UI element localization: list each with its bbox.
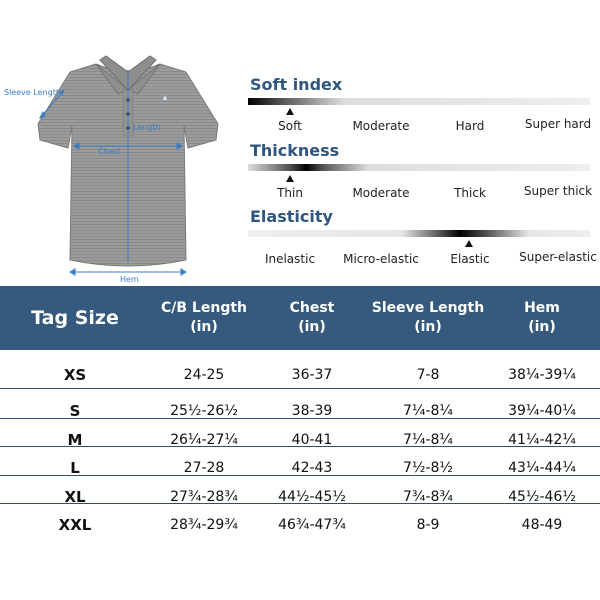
table-row: XL 27¾-28¾ 44½-45½ 7¾-8¾ 45½-46½ — [0, 482, 600, 512]
row-divider — [0, 418, 600, 419]
header-hem: Hem (in) — [490, 286, 594, 350]
row-divider — [0, 503, 600, 504]
elasticity-option-4: Super-elastic — [519, 250, 597, 264]
table-cell: 7¼-8¼ — [402, 403, 453, 419]
polo-shirt-icon — [37, 55, 219, 276]
elasticity-bar — [248, 230, 590, 237]
thickness-option-1: Thin — [277, 186, 303, 200]
table-cell: 39¼-40¼ — [508, 403, 576, 419]
table-row: M 26¼-27¼ 40-41 7¼-8¼ 41¼-42¼ — [0, 425, 600, 455]
table-cell: 45½-46½ — [508, 489, 576, 505]
header-chest: Chest (in) — [258, 286, 366, 350]
header-tag-size: Tag Size — [0, 286, 150, 350]
table-cell: 48-49 — [521, 517, 563, 533]
table-cell: 28¾-29¾ — [170, 517, 238, 533]
elasticity-option-1: Inelastic — [264, 252, 316, 266]
soft-option-1: Soft — [278, 119, 302, 133]
size-label: L — [70, 459, 80, 477]
size-label: XXL — [58, 516, 92, 534]
table-row: L 27-28 42-43 7½-8½ 43¼-44¼ — [0, 453, 600, 483]
table-cell: 7-8 — [416, 367, 440, 383]
header-hem-label: Hem — [524, 300, 560, 316]
size-label: M — [67, 431, 83, 449]
table-cell: 25½-26½ — [170, 403, 238, 419]
row-divider — [0, 388, 600, 389]
table-cell: 8-9 — [416, 517, 440, 533]
soft-index-marker — [286, 108, 294, 115]
chest-label: Chest — [98, 147, 121, 156]
table-body: XS 24-25 36-37 7-8 38¼-39¼ S 25½-26½ 38-39 7¼-8¼… — [0, 350, 600, 600]
hem-label: Hem — [120, 275, 139, 284]
thickness-title: Thickness — [250, 141, 340, 160]
table-cell: 26¼-27¼ — [170, 432, 238, 448]
size-label: S — [69, 402, 81, 420]
elasticity-title: Elasticity — [250, 207, 333, 226]
table-cell: 44½-45½ — [278, 489, 346, 505]
table-cell: 38-39 — [291, 403, 333, 419]
elasticity-option-2: Micro-elastic — [343, 252, 419, 266]
table-cell: 41¼-42¼ — [508, 432, 576, 448]
table-cell: 7¼-8¼ — [402, 432, 453, 448]
table-row: XXL 28¾-29¾ 46¾-47¾ 8-9 48-49 — [0, 510, 600, 540]
table-cell: 40-41 — [291, 432, 333, 448]
table-cell: 38¼-39¼ — [508, 367, 576, 383]
header-cb-length-unit: (in) — [190, 319, 218, 335]
elasticity-marker — [465, 240, 473, 247]
table-cell: 43¼-44¼ — [508, 460, 576, 476]
table-cell: 42-43 — [291, 460, 333, 476]
thickness-marker — [286, 175, 294, 182]
size-chart-table: Tag Size C/B Length (in) Chest (in) Slee… — [0, 286, 600, 600]
header-sleeve-length-label: Sleeve Length — [371, 300, 485, 316]
table-cell: 36-37 — [291, 367, 333, 383]
length-label: Length — [133, 123, 161, 132]
table-row: XS 24-25 36-37 7-8 38¼-39¼ — [0, 360, 600, 390]
size-label: XS — [63, 366, 87, 384]
table-row: S 25½-26½ 38-39 7¼-8¼ 39¼-40¼ — [0, 396, 600, 426]
header-sleeve-length: Sleeve Length (in) — [366, 286, 490, 350]
table-cell: 46¾-47¾ — [278, 517, 346, 533]
header-tag-size-label: Tag Size — [31, 306, 119, 329]
thickness-bar — [248, 164, 590, 171]
soft-option-4: Super hard — [524, 117, 592, 131]
elasticity-option-3: Elastic — [450, 252, 490, 266]
table-cell: 7¾-8¾ — [402, 489, 453, 505]
header-cb-length-label: C/B Length — [161, 300, 247, 316]
header-cb-length: C/B Length (in) — [150, 286, 258, 350]
row-divider — [0, 446, 600, 447]
sleeve-length-label: Sleeve Length — [4, 88, 61, 97]
size-label: XL — [64, 488, 86, 506]
soft-index-bar — [248, 98, 590, 105]
header-sleeve-length-unit: (in) — [414, 319, 442, 335]
soft-option-2: Moderate — [352, 119, 410, 133]
header-hem-unit: (in) — [528, 319, 556, 335]
table-cell: 27-28 — [183, 460, 225, 476]
thickness-option-2: Moderate — [352, 186, 410, 200]
header-chest-label: Chest — [289, 300, 335, 316]
table-cell: 24-25 — [183, 367, 225, 383]
soft-option-3: Hard — [455, 119, 485, 133]
shirt-illustration: Sleeve Length Length Chest Hem — [0, 50, 240, 290]
table-cell: 7½-8½ — [402, 460, 453, 476]
row-divider — [0, 475, 600, 476]
thickness-option-4: Super thick — [523, 184, 593, 198]
header-chest-unit: (in) — [298, 319, 326, 335]
soft-index-title: Soft index — [250, 75, 343, 94]
thickness-option-3: Thick — [454, 186, 486, 200]
table-cell: 27¾-28¾ — [170, 489, 238, 505]
table-header: Tag Size C/B Length (in) Chest (in) Slee… — [0, 286, 600, 350]
